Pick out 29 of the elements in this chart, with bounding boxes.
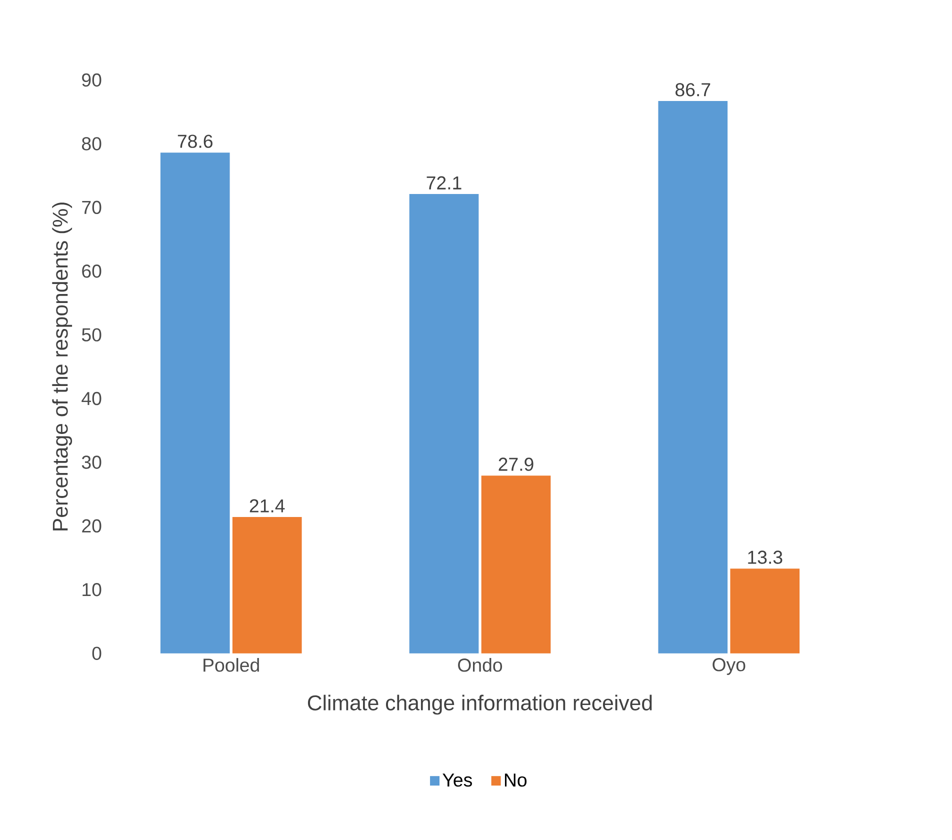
y-tick-label: 60 bbox=[82, 264, 102, 278]
data-label: 21.4 bbox=[250, 499, 285, 512]
legend-label: Yes bbox=[442, 774, 472, 787]
y-tick-label: 0 bbox=[92, 646, 102, 660]
bar bbox=[232, 517, 302, 654]
data-label: 72.1 bbox=[426, 176, 462, 190]
x-tick-label: Oyo bbox=[712, 658, 746, 675]
x-axis-title: Climate change information received bbox=[308, 694, 652, 715]
x-tick-label: Ondo bbox=[458, 658, 502, 672]
data-label: 78.6 bbox=[178, 134, 212, 148]
bar bbox=[160, 152, 230, 654]
y-tick-label: 20 bbox=[82, 519, 102, 533]
x-tick-label: Pooled bbox=[204, 658, 259, 672]
bar bbox=[409, 194, 479, 654]
y-axis-title: Percentage of the respondents (%) bbox=[52, 202, 72, 530]
data-label: 27.9 bbox=[498, 458, 534, 471]
y-tick-label: 90 bbox=[82, 73, 102, 87]
y-tick-label: 10 bbox=[82, 583, 102, 596]
bar bbox=[730, 568, 800, 654]
data-label: 86.7 bbox=[676, 83, 710, 96]
y-tick-label: 40 bbox=[82, 392, 102, 406]
y-tick-label: 50 bbox=[82, 328, 102, 342]
y-tick-label: 80 bbox=[82, 137, 102, 150]
legend-label: No bbox=[504, 774, 527, 787]
y-tick-label: 70 bbox=[82, 200, 102, 214]
data-label: 13.3 bbox=[748, 550, 782, 564]
y-tick-label: 30 bbox=[82, 456, 102, 469]
bar bbox=[658, 101, 728, 654]
bar bbox=[481, 476, 551, 654]
